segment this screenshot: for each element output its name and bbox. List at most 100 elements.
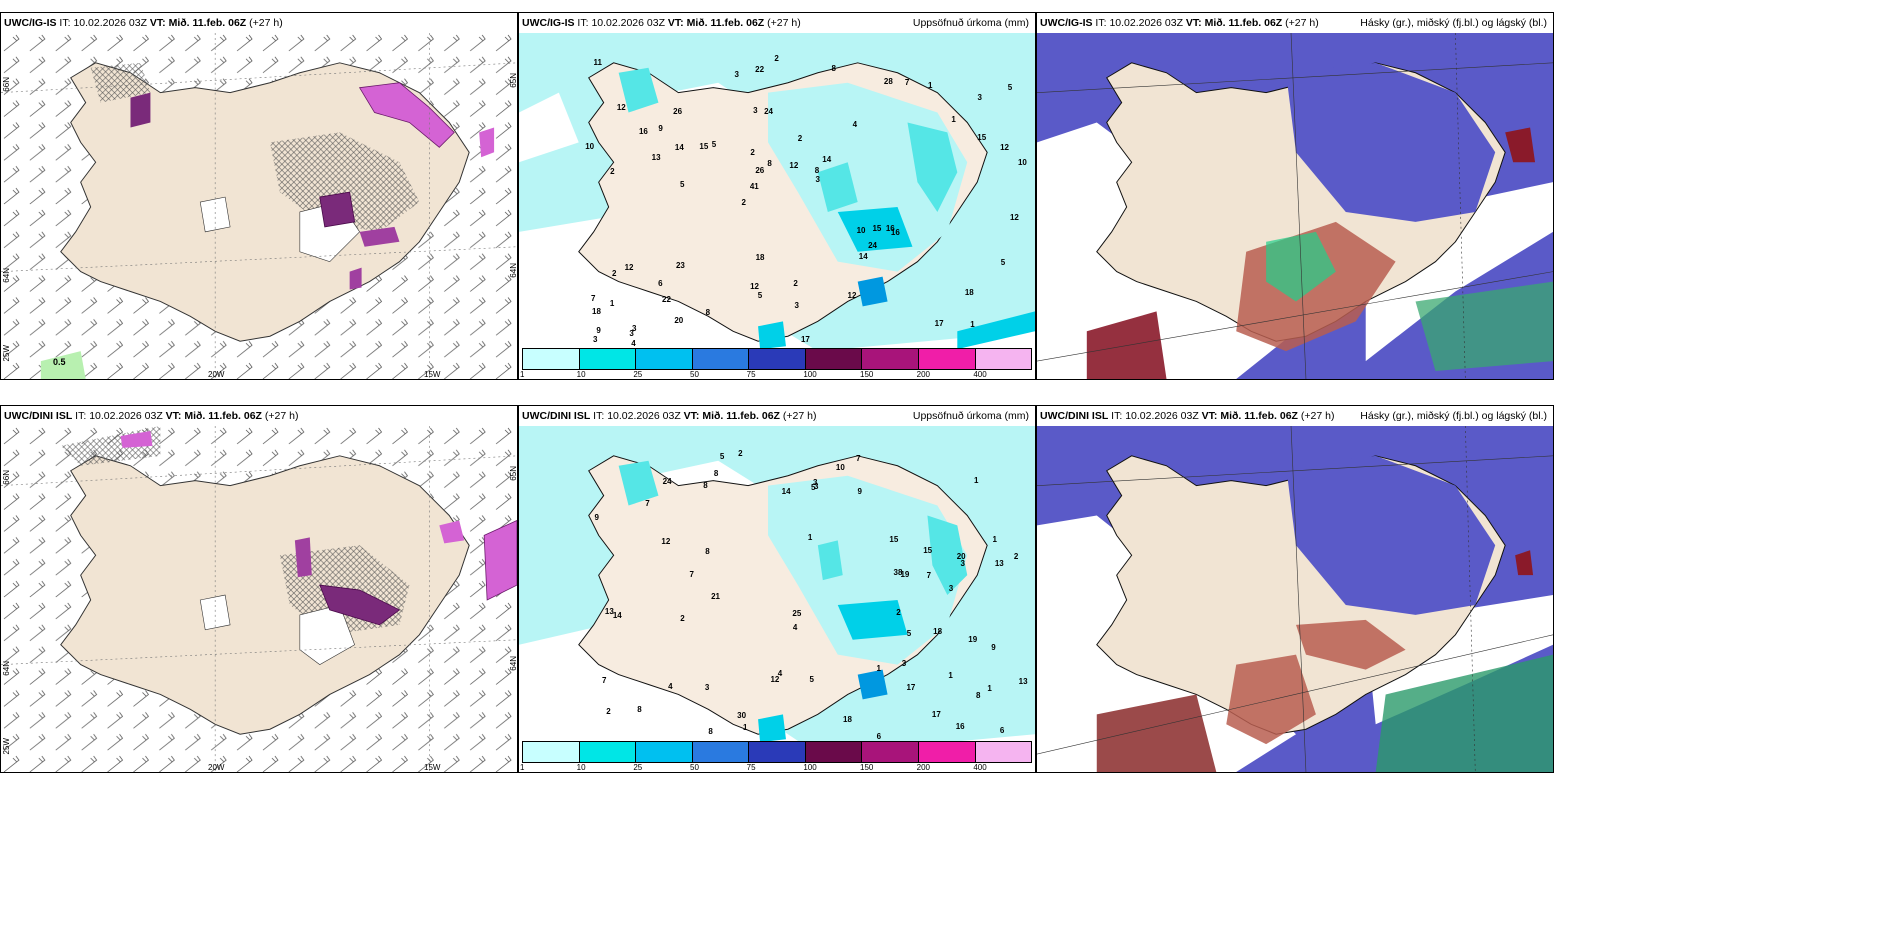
vt-label: VT: [149, 17, 166, 29]
colorbar-segment [975, 349, 1032, 369]
precip-value-label: 18 [843, 715, 852, 725]
colorbar-tick-label: 10 [576, 370, 586, 379]
precip-value-label: 16 [885, 224, 895, 234]
precip-value-label: 3 [734, 70, 739, 80]
precip-value-label: 7 [590, 294, 596, 303]
precip-value-label: 30 [737, 711, 747, 721]
lon-label-15w: 15W [424, 763, 441, 772]
precip-value-label: 9 [658, 124, 663, 134]
cloud-title: Hásky (gr.), miðský (fj.bl.) og lágský (… [1360, 17, 1547, 29]
precip-value-label: 15 [977, 132, 987, 142]
precip-value-label: 24 [662, 477, 672, 487]
precip-value-label: 24 [868, 240, 878, 250]
it-label: IT: [593, 410, 605, 422]
colorbar-tick-label: 100 [803, 763, 817, 772]
precip-value-label: 25 [792, 609, 802, 619]
precip-value-label: 1 [876, 664, 881, 674]
colorbar-segment [692, 349, 750, 369]
lead-time: (+27 h) [1285, 17, 1319, 29]
lat-label-66n: 66N [2, 77, 11, 92]
model-name: UWC/DINI ISL [1040, 410, 1109, 422]
vt-label: VT: [667, 17, 684, 29]
precip-colorbar-ticks: 1 10 25 50 75 100 150 200 400 [520, 370, 1032, 379]
precip-value-label: 2 [1013, 551, 1019, 561]
precip-value-label: 15 [699, 142, 709, 152]
precip-value-label: 2 [750, 147, 755, 157]
precip-value-label: 8 [708, 726, 713, 736]
precip-value-label: 10 [856, 226, 866, 236]
lon-label-20w: 20W [208, 370, 225, 379]
precip-value-label: 4 [668, 681, 673, 691]
colorbar-segment [692, 742, 750, 762]
precip-value-label: 8 [705, 546, 710, 556]
precip-value-label: 9 [594, 512, 599, 522]
precip-value-label: 9 [857, 486, 862, 496]
precip-value-label: 38 [893, 568, 903, 578]
precip-map [519, 426, 1035, 772]
it-label: IT: [75, 410, 87, 422]
precip-map [519, 33, 1035, 379]
it-label: IT: [59, 17, 71, 29]
precip-value-label: 3 [794, 301, 799, 311]
vt-value: Mið. 11.feb. 06Z [1204, 17, 1283, 29]
precip-value-label: 14 [858, 252, 868, 262]
colorbar-tick-label: 10 [576, 763, 586, 772]
colorbar-segment [805, 742, 863, 762]
precip-value-label: 1 [928, 80, 933, 90]
model-name: UWC/DINI ISL [4, 410, 73, 422]
precip-value-label: 1 [992, 534, 997, 544]
precip-value-label: 15 [872, 223, 882, 233]
colorbar-segment [579, 349, 637, 369]
precip-value-label: 8 [637, 704, 642, 714]
lead-time: (+27 h) [767, 17, 801, 29]
precip-value-label: 18 [755, 252, 765, 262]
vt-value: Mið. 11.feb. 06Z [184, 410, 262, 422]
vt-value: Mið. 11.feb. 06Z [168, 17, 247, 29]
precip-value-label: 16 [890, 227, 900, 237]
precip-value-label: 7 [856, 454, 861, 464]
value-label-0-5: 0.5 [53, 357, 66, 367]
precip-value-label: 13 [994, 559, 1004, 569]
precip-value-label: 12 [847, 290, 857, 300]
precip-colorbar [522, 741, 1032, 763]
precip-value-label: 3 [960, 559, 965, 569]
precip-value-label: 26 [755, 165, 765, 175]
it-label: IT: [1111, 410, 1123, 422]
precip-value-label: 23 [675, 260, 685, 270]
lat-label-65n-right: 65N [509, 73, 518, 88]
precip-value-label: 2 [741, 198, 746, 208]
precip-value-label: 12 [661, 537, 671, 547]
precip-value-label: 3 [901, 659, 907, 669]
model-name: UWC/DINI ISL [522, 410, 591, 422]
precip-value-label: 1 [973, 475, 979, 485]
colorbar-segment [918, 349, 976, 369]
precip-value-label: 41 [749, 182, 759, 192]
precip-value-label: 12 [750, 281, 759, 291]
colorbar-tick-label: 75 [746, 370, 756, 379]
precip-value-label: 18 [933, 626, 943, 636]
precip-value-label: 6 [658, 279, 663, 289]
lat-label-64n-right: 64N [509, 656, 518, 671]
precip-value-label: 26 [673, 107, 683, 117]
precip-value-label: 14 [612, 610, 622, 620]
lon-label-25w: 25W [2, 738, 11, 755]
panel-top-middle-precip-map: UWC/IG-IS IT: 10.02.2026 03Z VT: Mið. 11… [518, 12, 1036, 380]
precip-value-label: 28 [883, 76, 893, 86]
precip-value-label: 4 [792, 623, 798, 633]
colorbar-tick-label: 1 [520, 370, 525, 379]
precip-colorbar [522, 348, 1032, 370]
it-value: 10.02.2026 03Z [73, 17, 147, 29]
vt-label: VT: [683, 410, 700, 422]
precip-value-label: 8 [705, 308, 711, 318]
colorbar-segment [749, 349, 806, 369]
precip-value-label: 17 [800, 335, 810, 345]
colorbar-segment [749, 742, 806, 762]
colorbar-tick-label: 200 [916, 763, 931, 772]
precip-value-label: 1 [609, 299, 615, 309]
lead-time: (+27 h) [782, 410, 817, 422]
precip-value-label: 10 [835, 462, 845, 472]
colorbar-tick-label: 25 [633, 763, 643, 772]
colorbar-tick-label: 50 [690, 370, 699, 379]
colorbar-segment [523, 742, 580, 762]
colorbar-tick-label: 200 [916, 370, 931, 379]
